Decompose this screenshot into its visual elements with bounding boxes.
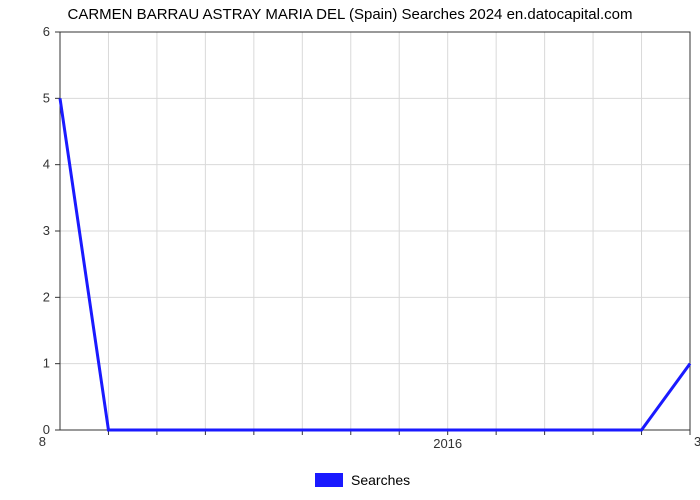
chart-svg: 0123456832016Searches (0, 0, 700, 500)
y-tick-label: 3 (43, 223, 50, 238)
x-bottom-left-label: 8 (39, 434, 46, 449)
y-tick-label: 5 (43, 90, 50, 105)
y-tick-label: 2 (43, 289, 50, 304)
chart-title: CARMEN BARRAU ASTRAY MARIA DEL (Spain) S… (0, 6, 700, 23)
y-tick-label: 1 (43, 356, 50, 371)
chart-container: CARMEN BARRAU ASTRAY MARIA DEL (Spain) S… (0, 0, 700, 500)
y-tick-label: 4 (43, 157, 50, 172)
legend-swatch (315, 473, 343, 487)
legend-label: Searches (351, 472, 410, 488)
y-tick-label: 6 (43, 24, 50, 39)
x-bottom-right-label: 3 (694, 434, 700, 449)
x-center-label: 2016 (433, 436, 462, 451)
